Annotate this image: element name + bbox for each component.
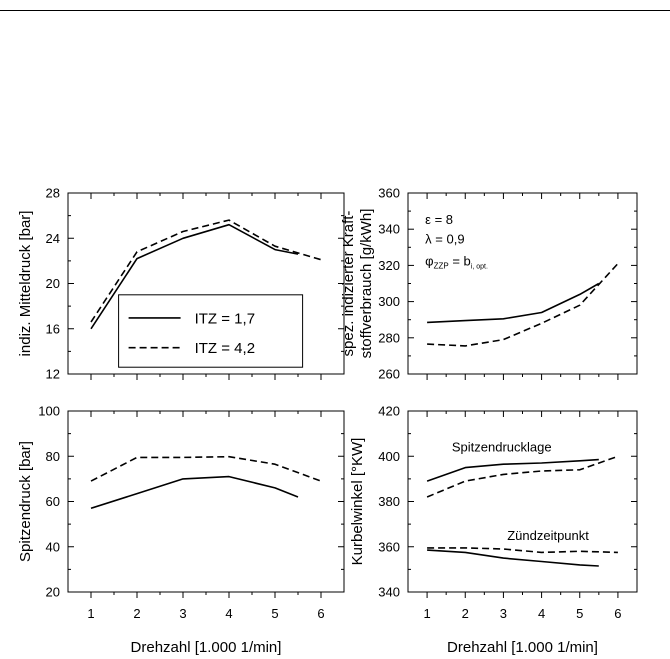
- x-tick-label: 3: [179, 606, 186, 621]
- x-tick-label: 4: [538, 606, 545, 621]
- series-line-solid: [426, 458, 599, 482]
- x-tick-label: 6: [614, 606, 621, 621]
- y-tick-label: 20: [46, 585, 60, 600]
- y-tick-label: 340: [378, 585, 400, 600]
- x-tick-label: 1: [423, 606, 430, 621]
- y-tick-label: 80: [46, 449, 60, 464]
- legend-box: [118, 294, 304, 368]
- y-axis-title: spez. indizierter Kraft-stoffverbrauch […: [340, 209, 375, 359]
- chart-panel-bottom-left: 20 40 60 80 100 1 2 3 4 5 6 Spitzendruck [bar] Drehz…: [17, 404, 345, 656]
- series-line-solid: [90, 475, 299, 510]
- y-tick-label: 20: [46, 276, 60, 291]
- series-line-dashed: [427, 263, 619, 347]
- y-tick-label: 260: [378, 367, 400, 382]
- series-line-dashed: [427, 547, 618, 554]
- y-tick-label: 360: [378, 186, 400, 201]
- y-tick-label: 12: [46, 367, 60, 382]
- y-axis-title: Spitzendruck [bar]: [17, 441, 34, 562]
- annotation-lambda: λ = 0,9: [425, 232, 464, 247]
- y-tick-label: 360: [378, 539, 400, 554]
- chart-panel-bottom-right: 340 360 380 400 420 1 2 3 4 5 6 Kurbelwinkel [°KW] D…: [349, 404, 638, 656]
- y-tick-label: 380: [378, 494, 400, 509]
- series-line-dashed: [90, 219, 322, 323]
- y-tick-label: 340: [378, 222, 400, 237]
- plot-frame: [407, 410, 638, 593]
- x-tick-label: 5: [271, 606, 278, 621]
- y-tick-label: 400: [378, 449, 400, 464]
- y-tick-label: 420: [378, 404, 400, 419]
- y-axis-title: Kurbelwinkel [°KW]: [349, 438, 366, 566]
- series-line-solid: [427, 282, 600, 324]
- y-tick-label: 320: [378, 258, 400, 273]
- y-tick-label: 28: [46, 186, 60, 201]
- y-tick-label: 300: [378, 294, 400, 309]
- y-tick-label: 24: [46, 231, 60, 246]
- annotation-spitzendrucklage: Spitzendrucklage: [452, 440, 552, 455]
- series-line-dashed: [426, 455, 619, 498]
- x-tick-label: 2: [462, 606, 469, 621]
- y-tick-label: 280: [378, 330, 400, 345]
- y-tick-label: 100: [38, 404, 60, 419]
- plot-frame: [67, 410, 345, 593]
- y-axis-title: indiz. Mitteldruck [bar]: [17, 211, 34, 357]
- x-tick-label: 4: [225, 606, 232, 621]
- x-axis-title: Drehzahl [1.000 1/min]: [131, 639, 282, 656]
- series-line-solid: [427, 549, 599, 567]
- chart-panel-top-left: 12 16 20 24 28 indiz. Mitteldruck [bar] ITZ = …: [17, 186, 345, 382]
- y-tick-label: 40: [46, 539, 60, 554]
- legend-label: ITZ = 1,7: [195, 310, 255, 327]
- annotation-epsilon: ε = 8: [425, 212, 453, 227]
- x-tick-label: 2: [133, 606, 140, 621]
- x-tick-label: 1: [87, 606, 94, 621]
- annotation-zuendzeitpunkt: Zündzeitpunkt: [507, 528, 589, 543]
- series-line-dashed: [90, 455, 322, 482]
- series-line-solid: [90, 223, 299, 330]
- legend-label: ITZ = 4,2: [195, 340, 255, 357]
- x-tick-label: 5: [576, 606, 583, 621]
- y-tick-label: 16: [46, 321, 60, 336]
- x-tick-label: 6: [317, 606, 324, 621]
- y-tick-label: 60: [46, 494, 60, 509]
- x-tick-label: 3: [500, 606, 507, 621]
- x-axis-title: Drehzahl [1.000 1/min]: [447, 639, 598, 656]
- annotation-phi: φZZP = bi, opt.: [425, 253, 488, 270]
